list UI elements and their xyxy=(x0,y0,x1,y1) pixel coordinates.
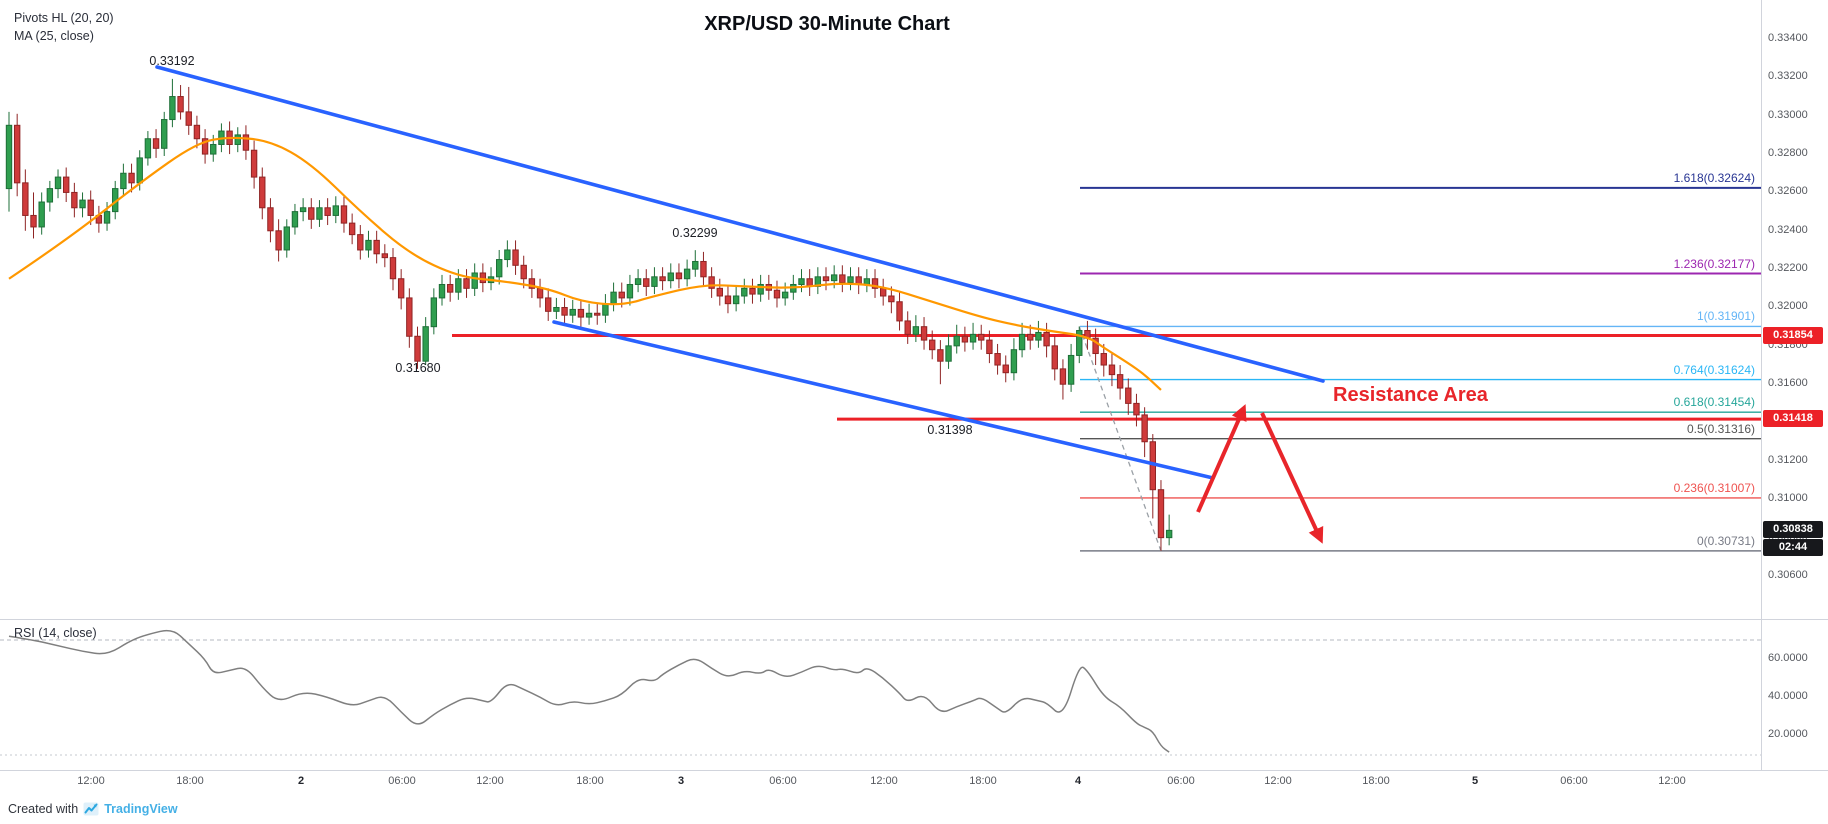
rsi-pane[interactable] xyxy=(0,620,1828,770)
red-arrow-1[interactable] xyxy=(1196,404,1247,513)
rsi-pane-top-separator xyxy=(0,619,1828,620)
candlestick-series xyxy=(5,78,1173,551)
resistance-area-annotation[interactable]: Resistance Area xyxy=(1333,384,1488,406)
trendline-upper[interactable] xyxy=(155,65,1325,383)
tradingview-brand-link[interactable]: TradingView xyxy=(104,802,178,816)
rsi-line xyxy=(8,629,1170,753)
main-price-pane[interactable] xyxy=(0,0,1828,619)
price-scale-separator xyxy=(1761,0,1762,770)
price-scale[interactable] xyxy=(1762,0,1828,770)
time-scale[interactable] xyxy=(0,771,1761,797)
ma-25-line xyxy=(8,136,1162,391)
pivots-indicator-legend[interactable]: Pivots HL (20, 20) xyxy=(14,11,114,25)
rsi-indicator-legend[interactable]: RSI (14, close) xyxy=(14,626,97,640)
red-arrow-2[interactable] xyxy=(1260,412,1324,544)
trendline-lower[interactable] xyxy=(552,320,1215,480)
footer: Created with TradingView xyxy=(8,801,178,817)
tradingview-logo-icon[interactable] xyxy=(83,801,99,817)
rsi-pane-bottom-separator xyxy=(0,770,1828,771)
chart-title: XRP/USD 30-Minute Chart xyxy=(704,13,950,35)
ma-indicator-legend[interactable]: MA (25, close) xyxy=(14,29,94,43)
pivot-connector-dashed-line xyxy=(1078,326,1162,552)
created-with-text: Created with xyxy=(8,802,79,816)
